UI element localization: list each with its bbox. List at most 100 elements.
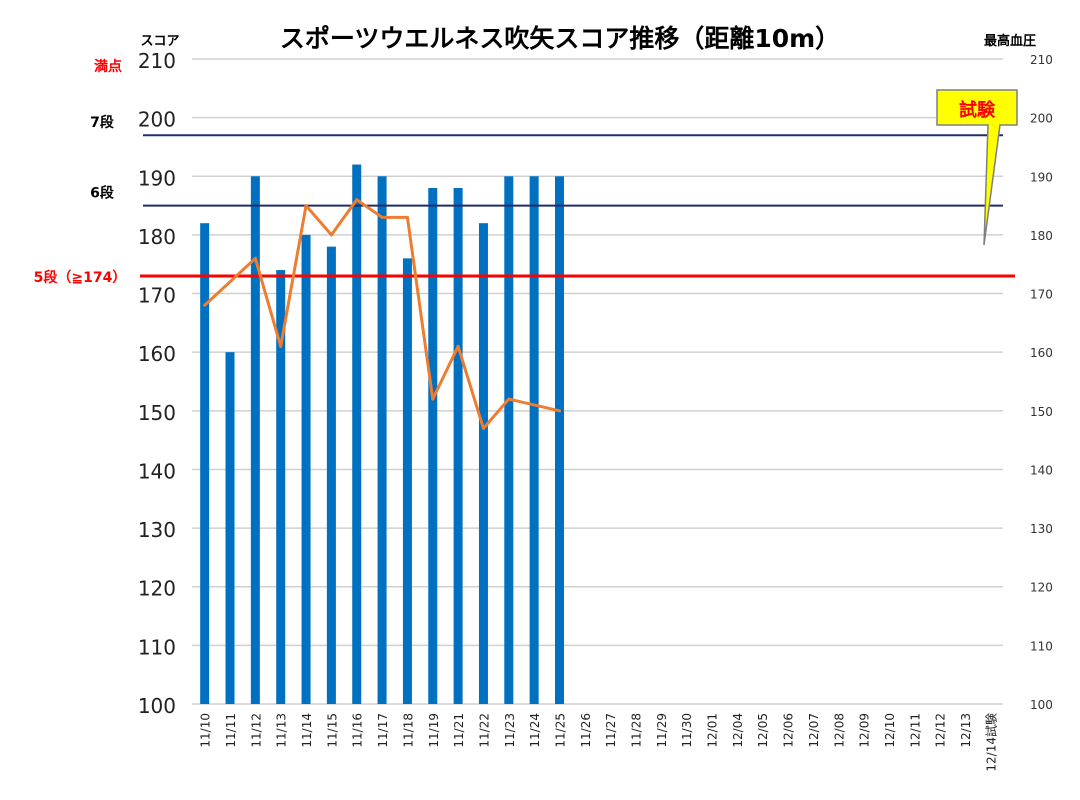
score-bar xyxy=(478,223,488,704)
x-tick-label: 12/14試験 xyxy=(983,713,998,772)
score-bars xyxy=(200,164,564,705)
x-tick-label: 12/10 xyxy=(883,713,897,748)
right-axis-label: 最高血圧 xyxy=(984,33,1036,49)
rank-lines: 7段 6段 5段（≧174） xyxy=(34,114,1015,286)
blood-pressure-point xyxy=(532,403,536,407)
score-bar xyxy=(402,258,412,704)
blood-pressure-point xyxy=(456,344,460,348)
x-tick-label: 12/08 xyxy=(832,713,846,748)
left-tick-label: 210 xyxy=(138,49,176,73)
x-tick-label: 11/28 xyxy=(630,713,644,748)
left-tick-label: 130 xyxy=(138,518,176,542)
x-tick-label: 11/10 xyxy=(199,713,213,748)
score-bar xyxy=(504,176,514,705)
rank-label: 7段 xyxy=(90,114,114,131)
x-tick-label: 11/23 xyxy=(503,713,517,748)
x-tick-label: 12/07 xyxy=(807,713,821,748)
score-bar xyxy=(225,352,235,704)
score-bar xyxy=(200,223,210,704)
right-tick-label: 160 xyxy=(1030,346,1053,360)
score-bar xyxy=(276,270,286,704)
x-tick-label: 11/17 xyxy=(376,713,390,748)
x-tick-label: 11/19 xyxy=(427,713,441,748)
rank-label: 6段 xyxy=(90,185,114,202)
x-tick-label: 11/14 xyxy=(300,713,314,748)
x-tick-label: 11/26 xyxy=(579,713,593,748)
blood-pressure-point xyxy=(203,303,207,307)
score-bar xyxy=(377,176,387,705)
exam-callout: 試験 xyxy=(936,89,1018,246)
x-tick-label: 11/25 xyxy=(553,713,567,748)
x-tick-label: 11/12 xyxy=(249,713,263,748)
x-tick-label: 12/12 xyxy=(934,713,948,748)
score-bar xyxy=(301,234,311,704)
rank-label: 5段（≧174） xyxy=(34,269,127,286)
x-tick-label: 12/06 xyxy=(782,713,796,748)
x-tick-label: 11/27 xyxy=(604,713,618,748)
left-tick-label: 200 xyxy=(138,108,176,132)
blood-pressure-point xyxy=(481,426,485,430)
left-tick-label: 140 xyxy=(138,459,176,483)
blood-pressure-point xyxy=(380,215,384,219)
left-tick-label: 190 xyxy=(138,166,176,190)
right-tick-label: 100 xyxy=(1030,698,1053,712)
right-tick-label: 200 xyxy=(1030,112,1053,126)
x-tick-label: 11/22 xyxy=(477,713,491,748)
exam-callout-shape xyxy=(936,89,1018,246)
x-tick-label: 11/29 xyxy=(655,713,669,748)
right-tick-label: 140 xyxy=(1030,463,1053,477)
right-tick-label: 210 xyxy=(1030,53,1053,67)
blood-pressure-point xyxy=(557,409,561,413)
axis-ticks: 100 110 120 130 140 150 160 170 180 190 200 210 100 1… xyxy=(138,49,1053,718)
score-bar xyxy=(529,176,539,705)
x-tick-label: 12/11 xyxy=(908,713,922,748)
right-tick-label: 190 xyxy=(1030,170,1053,184)
left-tick-label: 170 xyxy=(138,284,176,308)
x-tick-label: 11/11 xyxy=(224,713,238,748)
left-axis-label: スコア xyxy=(140,34,179,49)
right-tick-label: 170 xyxy=(1030,288,1053,302)
blood-pressure-point xyxy=(355,198,359,202)
left-tick-label: 120 xyxy=(138,577,176,601)
right-tick-label: 150 xyxy=(1030,405,1053,419)
left-tick-label: 100 xyxy=(138,694,176,718)
blood-pressure-point xyxy=(304,204,308,208)
x-axis-labels: 11/10 11/11 11/12 11/13 11/14 11/15 11/16 11/17… xyxy=(199,713,999,772)
right-tick-label: 120 xyxy=(1030,581,1053,595)
left-tick-label: 150 xyxy=(138,401,176,425)
score-bar xyxy=(250,176,260,705)
x-tick-label: 11/24 xyxy=(528,713,542,748)
x-tick-label: 11/18 xyxy=(401,713,415,748)
right-tick-label: 130 xyxy=(1030,522,1053,536)
right-tick-label: 110 xyxy=(1030,639,1053,653)
gridlines xyxy=(192,58,1003,705)
score-bar xyxy=(428,188,438,704)
x-tick-label: 11/13 xyxy=(275,713,289,748)
exam-callout-text: 試験 xyxy=(959,99,996,121)
blood-pressure-point xyxy=(279,344,283,348)
x-tick-label: 11/16 xyxy=(351,713,365,748)
right-tick-label: 180 xyxy=(1030,229,1053,243)
score-bar xyxy=(326,246,336,705)
blood-pressure-point xyxy=(228,280,232,284)
blood-pressure-point xyxy=(431,397,435,401)
score-bar xyxy=(453,188,463,704)
x-tick-label: 12/05 xyxy=(756,713,770,748)
score-bar xyxy=(554,176,564,705)
blood-pressure-point xyxy=(253,256,257,260)
x-tick-label: 11/30 xyxy=(680,713,694,748)
left-tick-label: 110 xyxy=(138,635,176,659)
x-tick-label: 12/04 xyxy=(731,713,745,748)
score-bar xyxy=(352,164,362,704)
x-tick-label: 11/21 xyxy=(452,713,466,748)
left-tick-label: 180 xyxy=(138,225,176,249)
left-tick-label: 160 xyxy=(138,342,176,366)
blood-pressure-line xyxy=(203,198,561,430)
blood-pressure-point xyxy=(329,233,333,237)
full-score-label: 満点 xyxy=(94,58,122,75)
chart-title: スポーツウエルネス吹矢スコア推移（距離10m） xyxy=(280,24,840,53)
x-tick-label: 12/01 xyxy=(706,713,720,748)
x-tick-label: 12/09 xyxy=(858,713,872,748)
blood-pressure-point xyxy=(507,397,511,401)
